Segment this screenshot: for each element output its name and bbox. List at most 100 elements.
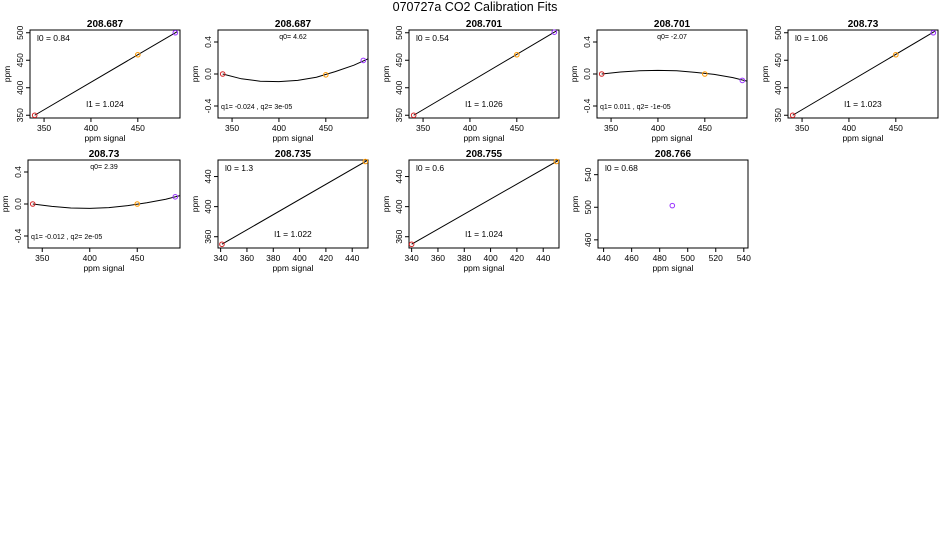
x-axis-label: ppm signal (84, 133, 125, 143)
data-point (360, 57, 367, 64)
y-tick-label: 0.4 (582, 36, 592, 48)
y-tick-label: 500 (15, 25, 25, 39)
x-tick-label: 350 (416, 123, 430, 133)
chart-panel-4: 208.701 350 400 450 -0.4 0.0 0.4 ppm signal ppm q… (569, 19, 748, 143)
chart-panel-5: 208.73 350 400 450 350 400 450 500 ppm signal ppm… (760, 19, 939, 143)
data-point (669, 202, 676, 209)
plot-frame (217, 159, 369, 249)
x-tick-label: 520 (709, 253, 723, 263)
plot-frame (787, 29, 939, 119)
y-tick-label: 360 (203, 229, 213, 243)
y-tick-label: 350 (773, 108, 783, 122)
x-tick-label: 450 (889, 123, 903, 133)
data-point (408, 241, 415, 248)
x-tick-label: 450 (131, 123, 145, 133)
fit-annotation: q0= 4.62 (279, 34, 307, 41)
panel-title: 208.701 (654, 19, 691, 30)
x-axis-label: ppm signal (272, 133, 313, 143)
data-point (739, 77, 746, 84)
y-tick-label: 350 (15, 108, 25, 122)
y-axis-label: ppm (190, 196, 200, 213)
y-tick-label: 440 (203, 169, 213, 183)
fit-annotation: l0 = 0.6 (416, 163, 444, 173)
data-point (930, 29, 937, 36)
y-tick-label: 450 (773, 53, 783, 67)
x-tick-label: 360 (240, 253, 254, 263)
fit-annotation: l1 = 1.024 (86, 99, 124, 109)
x-tick-label: 400 (83, 253, 97, 263)
data-point (789, 112, 796, 119)
x-tick-label: 350 (35, 253, 49, 263)
y-axis-label: ppm (190, 66, 200, 83)
data-point (219, 241, 225, 248)
y-tick-label: 0.0 (582, 68, 592, 80)
y-tick-label: 500 (583, 200, 593, 214)
y-tick-label: 440 (394, 169, 404, 183)
x-tick-label: 400 (651, 123, 665, 133)
x-tick-label: 380 (266, 253, 280, 263)
data-point (514, 51, 520, 58)
data-point (323, 72, 329, 78)
y-tick-label: -0.4 (13, 228, 23, 243)
data-point (172, 194, 179, 200)
chart-panel-3: 208.701 350 400 450 350 400 450 500 ppm signal pp… (381, 19, 560, 143)
figure-title: 070727a CO2 Calibration Fits (392, 0, 558, 14)
fit-annotation: q0= -2.07 (657, 34, 687, 41)
data-point (31, 112, 38, 119)
y-tick-label: 0.4 (203, 36, 213, 48)
y-tick-label: 0.4 (13, 166, 23, 178)
y-tick-label: 540 (583, 167, 593, 181)
y-tick-label: 400 (394, 199, 404, 213)
x-tick-label: 540 (737, 253, 751, 263)
data-point (598, 71, 605, 77)
y-axis-label: ppm (760, 66, 770, 83)
y-tick-label: 450 (394, 53, 404, 67)
x-tick-label: 400 (463, 123, 477, 133)
x-tick-label: 460 (625, 253, 639, 263)
y-tick-label: 500 (773, 25, 783, 39)
plot-frame (408, 29, 560, 119)
x-tick-label: 440 (536, 253, 550, 263)
x-tick-label: 500 (681, 253, 695, 263)
x-tick-label: 400 (842, 123, 856, 133)
y-tick-label: 400 (773, 80, 783, 94)
x-axis-label: ppm signal (651, 133, 692, 143)
x-tick-label: 380 (457, 253, 471, 263)
x-tick-label: 480 (653, 253, 667, 263)
fit-annotation: q1= 0.011 , q2= -1e-05 (600, 104, 671, 111)
panel-title: 208.687 (275, 19, 312, 30)
y-axis-label: ppm (2, 66, 12, 83)
x-tick-label: 450 (130, 253, 144, 263)
panel-title: 208.687 (87, 19, 124, 30)
y-axis-label: ppm (381, 66, 391, 83)
data-point (702, 71, 708, 77)
fit-annotation: l0 = 0.54 (416, 33, 449, 43)
x-tick-label: 350 (225, 123, 239, 133)
fit-annotation: l1 = 1.026 (465, 99, 503, 109)
fit-line (221, 160, 368, 245)
x-tick-label: 440 (345, 253, 359, 263)
y-tick-label: 350 (394, 108, 404, 122)
x-tick-label: 440 (597, 253, 611, 263)
fit-annotation: q0= 2.39 (90, 164, 118, 171)
x-tick-label: 340 (214, 253, 228, 263)
y-tick-label: 0.0 (13, 198, 23, 210)
data-point (893, 51, 899, 58)
y-axis-label: ppm (570, 196, 580, 213)
fit-line (413, 30, 557, 116)
fit-annotation: l0 = 0.84 (37, 33, 70, 43)
fit-annotation: l0 = 0.68 (605, 163, 638, 173)
y-tick-label: 0.0 (203, 68, 213, 80)
x-axis-label: ppm signal (83, 263, 124, 273)
x-axis-label: ppm signal (652, 263, 693, 273)
y-tick-label: -0.4 (203, 98, 213, 113)
data-point (410, 112, 417, 119)
data-point (135, 51, 141, 58)
fit-line (34, 31, 178, 116)
fit-annotation: l1 = 1.023 (844, 99, 882, 109)
x-tick-label: 350 (795, 123, 809, 133)
x-tick-label: 450 (510, 123, 524, 133)
x-tick-label: 400 (272, 123, 286, 133)
